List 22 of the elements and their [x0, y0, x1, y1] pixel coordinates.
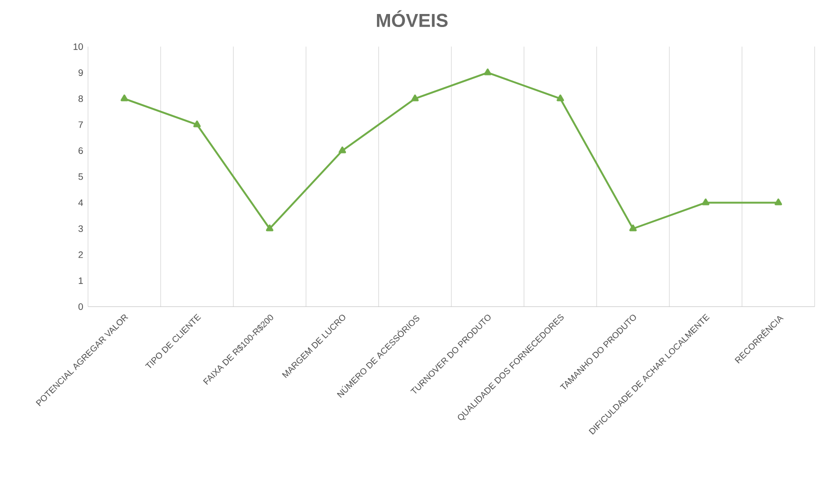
point — [338, 146, 346, 154]
point — [556, 94, 564, 102]
y-tick-label: 5 — [78, 173, 83, 180]
y-tick-label: 4 — [78, 199, 84, 206]
y-tick-label: 9 — [78, 69, 83, 76]
y-tick-label: 1 — [78, 277, 83, 284]
point — [193, 120, 201, 128]
chart-title: MÓVEIS — [376, 10, 448, 28]
y-tick-label: 0 — [78, 303, 83, 310]
point — [411, 94, 419, 102]
y-tick-label: 10 — [74, 43, 83, 50]
y-tick-label: 6 — [78, 147, 83, 154]
point — [629, 224, 637, 232]
point — [774, 198, 782, 206]
point — [266, 224, 274, 232]
point — [484, 68, 492, 76]
point — [702, 198, 710, 206]
y-tick-label: 2 — [78, 251, 83, 258]
y-tick-label: 8 — [78, 95, 83, 102]
y-tick-label: 3 — [78, 225, 83, 232]
point — [120, 94, 128, 102]
y-tick-label: 7 — [78, 121, 83, 128]
